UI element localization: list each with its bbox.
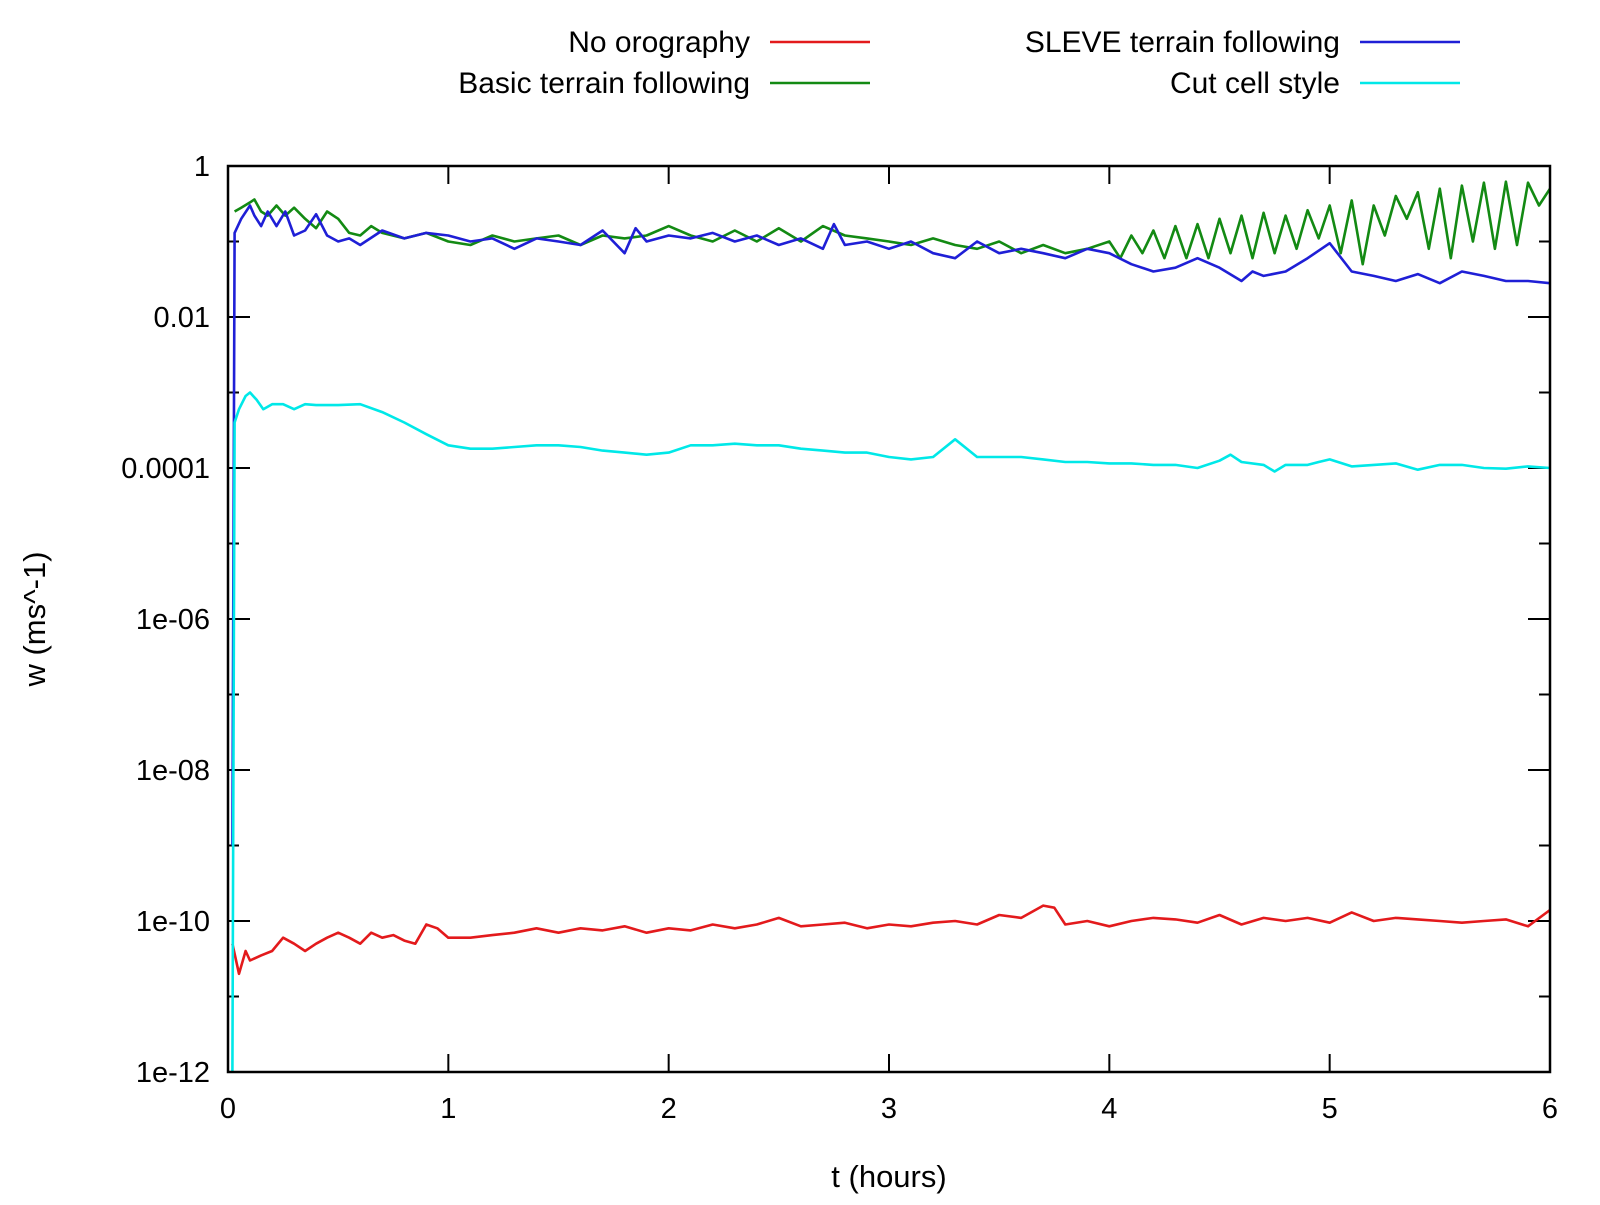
x-tick-label: 3: [881, 1093, 897, 1125]
legend: No orography Basic terrain following SLEVE…: [458, 26, 1460, 100]
y-tick-label: 0.0001: [121, 453, 210, 485]
y-tick-label: 1e-08: [136, 755, 210, 787]
legend-label-0: No orography: [568, 26, 750, 59]
x-axis-label: t (hours): [831, 1159, 946, 1194]
plot-lines: [231, 180, 1552, 1073]
series-line-2: [231, 204, 1551, 846]
x-tick-label: 2: [661, 1093, 677, 1125]
y-tick-label: 1e-10: [136, 906, 210, 938]
y-tick-label: 1: [194, 151, 210, 183]
legend-label-2: SLEVE terrain following: [1025, 26, 1340, 59]
y-tick-label: 1e-06: [136, 604, 210, 636]
series-line-0: [231, 904, 1551, 976]
plot-frame: [226, 164, 1552, 1074]
series-line-1: [233, 180, 1552, 266]
x-tick-label: 6: [1542, 1093, 1558, 1125]
x-tick-label: 1: [440, 1093, 456, 1125]
y-axis-label: w (ms^-1): [17, 551, 52, 687]
y-tick-label: 0.01: [154, 302, 210, 334]
series-line-3: [231, 391, 1551, 1073]
legend-label-3: Cut cell style: [1170, 67, 1340, 100]
x-tick-label: 4: [1101, 1093, 1117, 1125]
x-tick-label: 5: [1322, 1093, 1338, 1125]
axes: 0 1 2 3 4 5 6 1e-12 1e-10 1e-08 1e-06 0.0001 0.01 1: [121, 151, 1558, 1125]
x-tick-label: 0: [220, 1093, 236, 1125]
y-tick-label: 1e-12: [136, 1057, 210, 1089]
legend-label-1: Basic terrain following: [458, 67, 750, 100]
